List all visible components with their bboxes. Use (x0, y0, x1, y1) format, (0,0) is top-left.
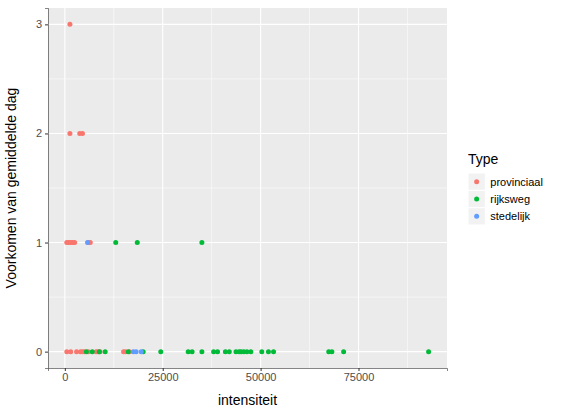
grid-line (64, 8, 65, 368)
y-tick: 1 (36, 237, 48, 249)
y-tick: 2 (36, 127, 48, 139)
point (103, 349, 108, 354)
grid-line (48, 133, 447, 134)
point (158, 349, 163, 354)
point (329, 349, 334, 354)
point (113, 240, 118, 245)
legend-label: stedelijk (490, 210, 530, 222)
point (84, 349, 89, 354)
y-tick-mark (45, 352, 48, 353)
grid-line (260, 8, 261, 368)
grid-line (162, 8, 163, 368)
chart-svg: 0 25000 50000 75000 0 1 2 3 intensiteit Voorkomen… (0, 0, 568, 411)
point (90, 349, 95, 354)
y-tick-label: 3 (36, 18, 42, 30)
x-tick-label: 25000 (148, 371, 179, 383)
legend-label: provinciaal (490, 176, 543, 188)
x-axis: 0 25000 50000 75000 (49, 368, 448, 383)
legend-label: rijksweg (490, 193, 530, 205)
point (341, 349, 346, 354)
legend-key (468, 173, 485, 190)
point (199, 349, 204, 354)
point (135, 240, 140, 245)
y-tick-mark (45, 24, 48, 25)
plot-background (48, 8, 447, 368)
minor-grid-line (48, 188, 447, 189)
point (248, 349, 253, 354)
x-tick: 75000 (344, 368, 375, 383)
x-tick-label: 75000 (344, 371, 375, 383)
point (134, 349, 139, 354)
point (67, 22, 72, 27)
x-tick: 50000 (246, 368, 277, 383)
y-tick-mark (45, 133, 48, 134)
point (97, 349, 102, 354)
points (64, 22, 431, 354)
y-tick: 3 (36, 18, 48, 30)
point (190, 349, 195, 354)
point (227, 349, 232, 354)
y-tick-label: 0 (36, 346, 42, 358)
x-tick: 0 (62, 368, 68, 383)
point (68, 349, 73, 354)
point (199, 240, 204, 245)
point (266, 349, 271, 354)
x-tick: 25000 (148, 368, 179, 383)
point (271, 349, 276, 354)
legend-marker (474, 214, 479, 219)
point (72, 240, 77, 245)
y-tick-mark (45, 243, 48, 244)
x-tick-label: 50000 (246, 371, 277, 383)
legend-key (468, 190, 485, 207)
x-axis-title: intensiteit (218, 392, 277, 408)
point (139, 349, 144, 354)
point (259, 349, 264, 354)
y-tick: 0 (36, 346, 48, 358)
legend-marker (474, 179, 479, 184)
legend-title: Type (468, 151, 499, 167)
y-tick-label: 1 (36, 237, 42, 249)
x-tick-label: 0 (62, 371, 68, 383)
point (126, 349, 131, 354)
legend-key (468, 208, 485, 225)
point (80, 131, 85, 136)
grid (48, 8, 447, 368)
point (85, 240, 90, 245)
y-tick-label: 2 (36, 127, 42, 139)
minor-grid-line (48, 297, 447, 298)
y-axis-line (45, 9, 49, 369)
y-axis: 0 1 2 3 (36, 9, 49, 369)
grid-line (48, 24, 447, 25)
legend: Type provinciaal rijksweg stedelijk (468, 151, 543, 225)
minor-grid-line (48, 78, 447, 79)
point (98, 349, 103, 354)
point (215, 349, 220, 354)
point (426, 349, 431, 354)
legend-marker (474, 197, 479, 202)
grid-line (48, 242, 447, 243)
grid-line (358, 8, 359, 368)
y-axis-title: Voorkomen van gemiddelde dag (3, 88, 19, 289)
point (67, 131, 72, 136)
